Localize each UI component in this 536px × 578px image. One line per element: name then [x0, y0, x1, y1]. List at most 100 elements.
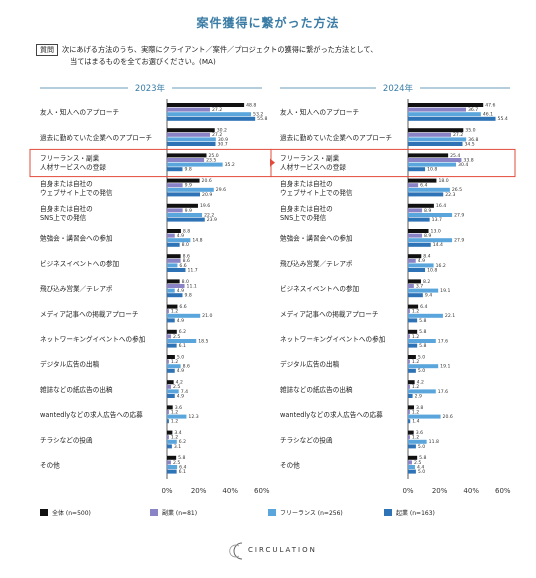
bar	[167, 284, 185, 288]
data-label: 30.7	[218, 141, 228, 147]
data-label: 9.9	[185, 183, 192, 189]
data-label: 19.1	[440, 288, 450, 294]
category-label: 雑誌などの紙広告の出稿	[40, 385, 113, 394]
year-header-bg	[128, 82, 172, 94]
category-label: ウェブサイト上での発信	[40, 188, 113, 197]
bar	[167, 355, 175, 359]
bar	[167, 107, 210, 112]
bar	[167, 167, 183, 172]
data-label: 4.9	[177, 288, 184, 294]
data-label: 8.0	[182, 279, 189, 285]
data-label: 30.9	[218, 137, 228, 143]
category-label: ネットワーキングイベントへの参加	[280, 335, 386, 344]
data-label: 1.2	[171, 435, 178, 441]
data-label: 6.1	[179, 343, 186, 349]
bar	[408, 389, 436, 394]
data-label: 9.8	[184, 167, 191, 173]
bar	[408, 313, 443, 318]
highlight-arrow-icon	[270, 158, 275, 167]
bar	[408, 187, 450, 192]
category-label: 人材サービスへの登録	[280, 163, 346, 172]
data-label: 8.6	[183, 364, 190, 370]
data-label: 5.8	[419, 329, 426, 335]
category-label: その他	[40, 461, 60, 470]
bar	[408, 334, 410, 339]
data-label: 5.0	[418, 444, 425, 450]
data-label: 5.0	[418, 469, 425, 475]
data-label: 27.2	[453, 132, 463, 138]
category-label: ウェブサイト上での発信	[280, 188, 353, 197]
data-label: 48.8	[246, 102, 256, 108]
data-label: 20.6	[202, 178, 212, 184]
category-label: デジタル広告の出稿	[280, 360, 340, 369]
bar	[167, 313, 201, 318]
category-label: 過去に勤めていた企業へのアプローチ	[40, 133, 152, 142]
bar	[408, 460, 412, 465]
bar	[167, 203, 198, 208]
data-label: 6.4	[420, 183, 427, 189]
bar	[167, 183, 183, 188]
bar	[408, 394, 413, 398]
data-label: 21.0	[202, 313, 212, 319]
data-label: 36.7	[468, 107, 478, 113]
data-label: 35.0	[465, 128, 475, 134]
bar	[167, 439, 177, 444]
category-label: ビジネスイベントへの参加	[40, 259, 120, 268]
bar	[408, 288, 439, 293]
bar	[408, 430, 414, 435]
data-label: 14.4	[433, 242, 443, 248]
data-label: 6.6	[179, 304, 186, 310]
bar	[408, 304, 419, 309]
bar	[408, 107, 466, 112]
bar	[167, 329, 177, 334]
data-label: 25.4	[450, 153, 460, 159]
bar	[408, 112, 481, 117]
data-label: 3.6	[416, 430, 423, 436]
data-label: 8.6	[183, 254, 190, 260]
category-label: フリーランス・副業	[280, 154, 340, 163]
data-label: 36.8	[468, 137, 478, 143]
bar	[167, 444, 172, 449]
bar	[408, 309, 410, 314]
data-label: 19.6	[200, 203, 210, 209]
bar	[408, 128, 464, 133]
bar	[408, 293, 423, 298]
category-label: SNS上での発信	[40, 213, 87, 222]
bar	[408, 183, 419, 188]
data-label: 6.4	[420, 304, 427, 310]
bar	[408, 132, 451, 137]
bar	[167, 469, 177, 474]
data-label: 27.2	[212, 107, 222, 113]
bar	[408, 203, 434, 208]
data-label: 8.0	[182, 242, 189, 248]
data-label: 53.2	[253, 112, 263, 118]
bar	[408, 405, 415, 410]
bar	[408, 410, 410, 414]
data-label: 20.9	[202, 192, 212, 198]
bar	[167, 268, 186, 272]
bar	[408, 263, 434, 268]
category-label: 勉強会・講習会への参加	[40, 234, 113, 243]
data-label: 1.2	[171, 359, 178, 365]
data-label: 30.2	[217, 128, 227, 134]
bar	[167, 389, 179, 394]
data-label: 3.1	[174, 444, 181, 450]
x-tick-label: 40%	[222, 487, 238, 495]
data-label: 8.2	[423, 279, 430, 285]
x-tick-label: 0%	[402, 487, 413, 495]
data-label: 11.1	[187, 283, 197, 289]
data-label: 6.6	[179, 263, 186, 269]
bar	[408, 380, 415, 385]
category-label: 過去に勤めていた企業へのアプローチ	[280, 133, 392, 142]
bar	[408, 414, 441, 419]
bar	[408, 279, 421, 284]
legend-swatch	[384, 509, 392, 516]
data-label: 16.2	[436, 263, 446, 269]
bar	[167, 254, 181, 259]
data-label: 27.2	[212, 132, 222, 138]
bar	[167, 137, 216, 142]
bar	[408, 439, 427, 444]
category-label: デジタル広告の出稿	[40, 360, 100, 369]
x-tick-label: 20%	[432, 487, 448, 495]
data-label: 35.2	[225, 162, 235, 168]
